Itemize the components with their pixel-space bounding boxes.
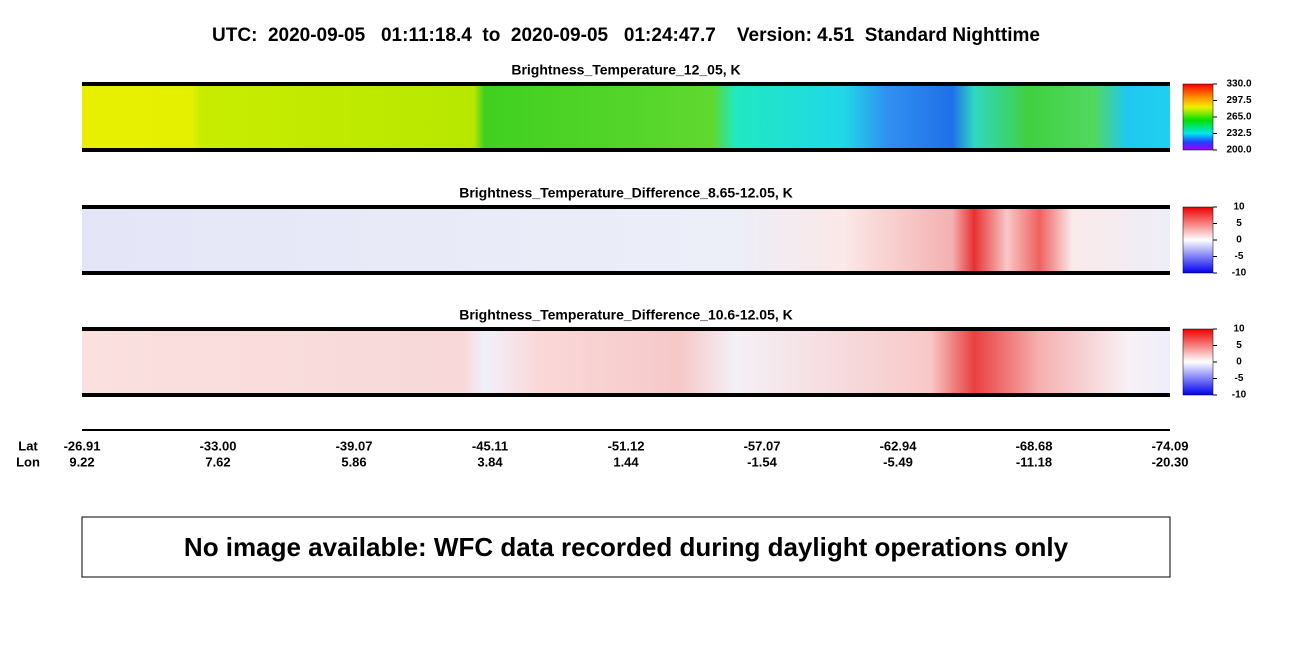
colorbar-tick-label: 200.0 — [1226, 145, 1251, 156]
colorbar-tick-label: -10 — [1232, 390, 1247, 401]
lat-tick-label: -57.07 — [744, 438, 781, 453]
strip-border-top — [82, 327, 1170, 331]
lat-tick-label: -62.94 — [880, 438, 918, 453]
strip-border-top — [82, 82, 1170, 86]
lon-tick-label: -1.54 — [747, 454, 777, 469]
lat-tick-label: -74.09 — [1152, 438, 1189, 453]
lon-tick-label: -5.49 — [883, 454, 913, 469]
colorbar — [1182, 83, 1214, 151]
lon-tick-label: 7.62 — [205, 454, 230, 469]
lon-tick-label: 1.44 — [613, 454, 639, 469]
strip-border-top — [82, 205, 1170, 209]
colorbar-tick-label: 265.0 — [1226, 112, 1251, 123]
lon-tick-label: -20.30 — [1152, 454, 1189, 469]
image-strip — [82, 329, 1170, 395]
colorbar-tick-label: 0 — [1236, 357, 1242, 368]
colorbar-tick-label: 5 — [1236, 340, 1242, 351]
panel-title: Brightness_Temperature_Difference_10.6-1… — [459, 307, 793, 323]
panel-title: Brightness_Temperature_Difference_8.65-1… — [459, 185, 793, 201]
colorbar-tick-label: 330.0 — [1226, 79, 1251, 90]
lat-tick-label: -33.00 — [200, 438, 237, 453]
lat-tick-label: -51.12 — [608, 438, 645, 453]
lat-tick-label: -39.07 — [336, 438, 373, 453]
lon-tick-label: 3.84 — [477, 454, 503, 469]
lat-tick-label: -68.68 — [1016, 438, 1053, 453]
panel-title: Brightness_Temperature_12_05, K — [511, 62, 740, 78]
colorbar-tick-label: -5 — [1235, 251, 1244, 262]
colorbar — [1182, 206, 1214, 274]
strip-border-bottom — [82, 393, 1170, 397]
strip-border-bottom — [82, 148, 1170, 152]
lat-tick-label: -45.11 — [472, 438, 508, 453]
strip-border-bottom — [82, 271, 1170, 275]
image-strip — [82, 207, 1170, 273]
lat-tick-label: -26.91 — [64, 438, 101, 453]
lat-label: Lat — [18, 438, 38, 453]
message: No image available: WFC data recorded du… — [184, 532, 1069, 562]
message-box — [81, 516, 1171, 578]
lon-label: Lon — [16, 454, 40, 469]
lon-tick-label: -11.18 — [1016, 454, 1052, 469]
colorbar — [1182, 328, 1214, 396]
colorbar-tick-label: 232.5 — [1226, 128, 1251, 139]
image-strip — [82, 84, 1170, 150]
colorbar-tick-label: 10 — [1233, 324, 1245, 335]
colorbar-tick-label: -5 — [1235, 373, 1244, 384]
colorbar-tick-label: 5 — [1236, 218, 1242, 229]
lon-tick-label: 5.86 — [341, 454, 366, 469]
colorbar-tick-label: 297.5 — [1226, 95, 1251, 106]
page-title: UTC: 2020-09-05 01:11:18.4 to 2020-09-05… — [212, 25, 1040, 46]
colorbar-tick-label: 0 — [1236, 235, 1242, 246]
colorbar-tick-label: 10 — [1233, 202, 1245, 213]
colorbar-tick-label: -10 — [1232, 268, 1247, 279]
lon-tick-label: 9.22 — [69, 454, 94, 469]
